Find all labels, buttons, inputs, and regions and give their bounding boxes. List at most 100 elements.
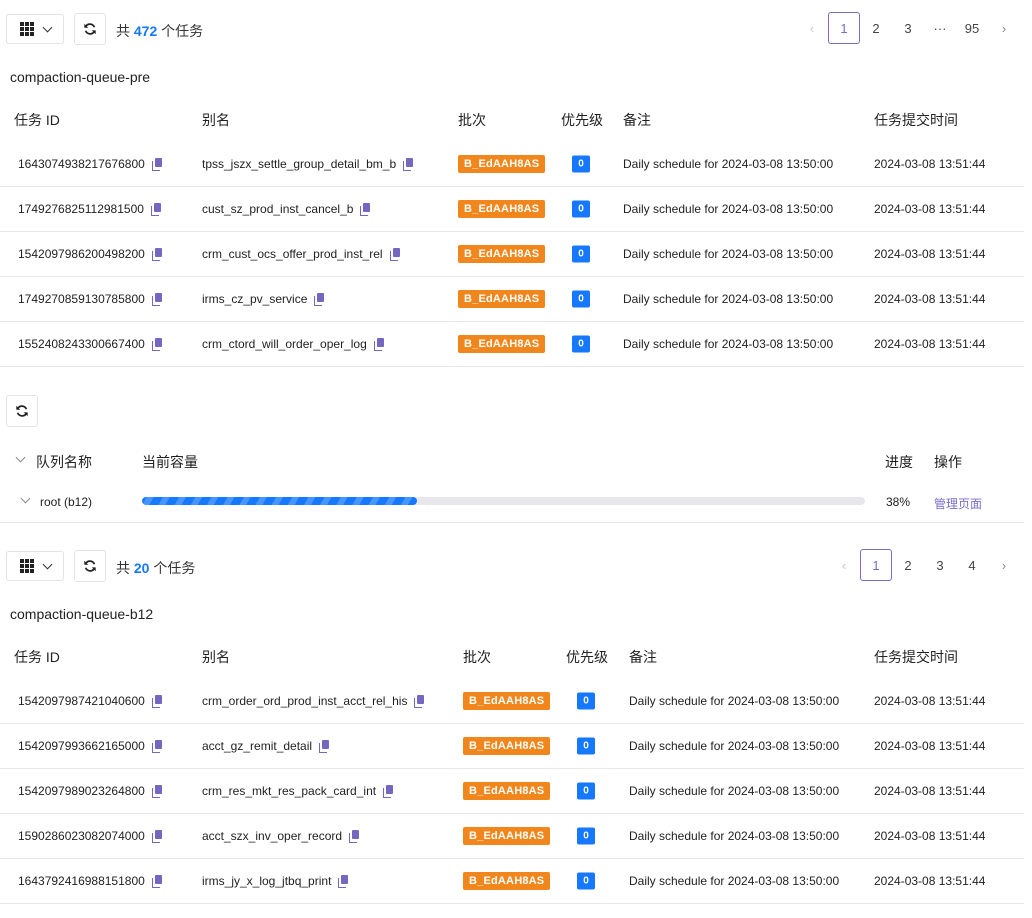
prev-page-button[interactable]: ‹ [828, 549, 860, 581]
copy-icon[interactable] [414, 695, 425, 708]
priority-badge: 0 [572, 335, 590, 353]
copy-icon[interactable] [314, 293, 325, 306]
note: Daily schedule for 2024-03-08 13:50:00 [629, 694, 840, 708]
copy-icon[interactable] [151, 695, 163, 708]
submit-time: 2024-03-08 13:51:44 [874, 292, 986, 306]
page-1[interactable]: 1 [828, 12, 860, 44]
header-note: 备注 [629, 649, 657, 665]
copy-icon[interactable] [151, 875, 163, 888]
progress-fill [142, 497, 417, 505]
queue-name: compaction-queue-pre [10, 69, 151, 85]
batch-badge: B_EdAAH8AS [463, 872, 551, 890]
copy-icon[interactable] [151, 338, 163, 351]
task-id: 1643074938217676800 [18, 157, 145, 171]
chevron-down-icon [42, 559, 52, 569]
column-settings-button[interactable] [6, 14, 64, 44]
task-id: 1643792416988151800 [18, 874, 145, 888]
next-page-button[interactable]: › [988, 549, 1020, 581]
alias-cell: acct_gz_remit_detail [202, 739, 330, 753]
copy-icon[interactable] [338, 875, 349, 888]
task-id-cell: 1542097986200498200 [18, 247, 163, 261]
copy-icon[interactable] [319, 740, 330, 753]
copy-icon[interactable] [373, 338, 385, 351]
copy-icon[interactable] [151, 785, 163, 798]
priority-badge: 0 [577, 692, 595, 710]
table-header: 任务 ID 别名 批次 优先级 备注 任务提交时间 [0, 637, 1024, 679]
task-id-cell: 1542097989023264800 [18, 784, 163, 798]
page-1[interactable]: 1 [860, 549, 892, 581]
copy-icon[interactable] [151, 158, 163, 171]
refresh-button[interactable] [74, 13, 106, 45]
page-95[interactable]: 95 [964, 20, 980, 36]
copy-icon[interactable] [360, 203, 371, 216]
submit-time: 2024-03-08 13:51:44 [874, 337, 986, 351]
page-2[interactable]: 2 [872, 20, 880, 36]
priority-badge: 0 [572, 245, 590, 263]
header-action: 操作 [934, 454, 962, 470]
table-row: 1542097989023264800 crm_res_mkt_res_pack… [0, 769, 1024, 814]
batch-badge: B_EdAAH8AS [458, 290, 546, 308]
table-row: 1643074938217676800 tpss_jszx_settle_gro… [0, 142, 1024, 187]
note: Daily schedule for 2024-03-08 13:50:00 [623, 157, 834, 171]
priority-badge: 0 [577, 737, 595, 755]
expand-row-icon[interactable] [20, 493, 31, 504]
refresh-icon [15, 404, 29, 418]
note: Daily schedule for 2024-03-08 13:50:00 [623, 247, 834, 261]
table-header: 任务 ID 别名 批次 优先级 备注 任务提交时间 [0, 100, 1024, 142]
alias-cell: crm_order_ord_prod_inst_acct_rel_his [202, 694, 425, 708]
chevron-down-icon [42, 22, 52, 32]
batch-badge: B_EdAAH8AS [458, 245, 546, 263]
batch-badge: B_EdAAH8AS [458, 200, 546, 218]
column-settings-button[interactable] [6, 551, 64, 581]
note: Daily schedule for 2024-03-08 13:50:00 [623, 337, 834, 351]
submit-time: 2024-03-08 13:51:44 [874, 157, 986, 171]
task-count: 共 20 个任务 [116, 560, 196, 576]
task-id-cell: 1542097987421040600 [18, 694, 163, 708]
next-page-button[interactable]: › [988, 12, 1020, 44]
submit-time: 2024-03-08 13:51:44 [874, 247, 986, 261]
progress-label: 38% [886, 495, 911, 509]
alias: irms_jy_x_log_jtbq_print [202, 874, 332, 888]
note: Daily schedule for 2024-03-08 13:50:00 [629, 829, 840, 843]
copy-icon[interactable] [151, 830, 163, 843]
refresh-button[interactable] [74, 550, 106, 582]
priority-badge: 0 [577, 827, 595, 845]
table-row: 1542097986200498200 crm_cust_ocs_offer_p… [0, 232, 1024, 277]
header-alias: 别名 [202, 112, 230, 128]
chevron-right-icon: › [1001, 557, 1007, 573]
batch-badge: B_EdAAH8AS [463, 827, 551, 845]
copy-icon[interactable] [403, 158, 414, 171]
task-table: 任务 ID 别名 批次 优先级 备注 任务提交时间 15420979874210… [0, 637, 1024, 904]
page-2[interactable]: 2 [904, 557, 912, 573]
page-4[interactable]: 4 [968, 557, 976, 573]
collapse-all-icon[interactable] [15, 452, 26, 463]
copy-icon[interactable] [349, 830, 360, 843]
copy-icon[interactable] [151, 740, 163, 753]
page-ellipsis[interactable]: ··· [933, 20, 947, 36]
copy-icon[interactable] [389, 248, 401, 261]
batch-badge: B_EdAAH8AS [458, 335, 546, 353]
table-row: 1643792416988151800 irms_jy_x_log_jtbq_p… [0, 859, 1024, 904]
submit-time: 2024-03-08 13:51:44 [874, 202, 986, 216]
batch-badge: B_EdAAH8AS [463, 782, 551, 800]
header-progress: 进度 [885, 454, 913, 470]
header-note: 备注 [623, 112, 651, 128]
copy-icon[interactable] [151, 248, 163, 261]
manage-page-link[interactable]: 管理页面 [934, 497, 983, 511]
page-3[interactable]: 3 [936, 557, 944, 573]
task-id: 1749270859130785800 [18, 292, 145, 306]
alias-cell: crm_cust_ocs_offer_prod_inst_rel [202, 247, 401, 261]
copy-icon[interactable] [383, 785, 394, 798]
task-id: 1542097993662165000 [18, 739, 145, 753]
page-3[interactable]: 3 [904, 20, 912, 36]
header-priority: 优先级 [561, 112, 603, 128]
note: Daily schedule for 2024-03-08 13:50:00 [629, 784, 840, 798]
copy-icon[interactable] [150, 203, 162, 216]
table-row: 1542097987421040600 crm_order_ord_prod_i… [0, 679, 1024, 724]
queue-refresh-button[interactable] [6, 395, 38, 427]
header-priority: 优先级 [566, 649, 608, 665]
alias: acct_gz_remit_detail [202, 739, 313, 753]
header-time: 任务提交时间 [874, 649, 958, 665]
copy-icon[interactable] [151, 293, 163, 306]
prev-page-button[interactable]: ‹ [796, 12, 828, 44]
